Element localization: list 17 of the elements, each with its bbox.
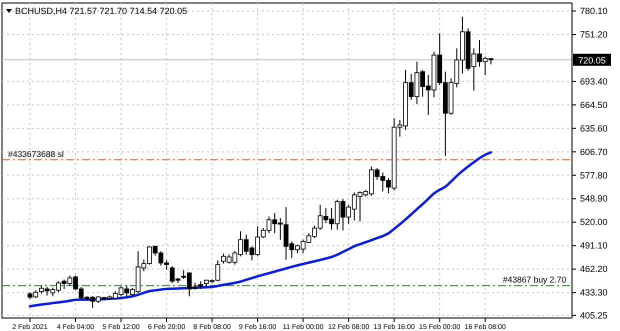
y-tick-label: 491.10: [580, 240, 608, 251]
chart-title: BCHUSD,H4 721.57 721.70 714.54 720.05: [15, 6, 188, 16]
ref-line-label: #433673688 sl: [8, 148, 64, 159]
y-tick-label: 693.40: [580, 76, 608, 86]
ref-line-label: #43867 buy 2.70: [502, 274, 566, 285]
y-tick-label: 433.30: [580, 288, 608, 298]
ref-line-label: 720.05: [578, 55, 606, 66]
y-tick-label: 548.90: [580, 194, 608, 204]
y-tick-label: 520.00: [580, 217, 608, 228]
y-tick-label: 635.60: [580, 123, 608, 134]
y-tick-label: 780.10: [580, 6, 608, 16]
y-tick-label: 462.20: [580, 264, 608, 274]
y-tick-label: 606.70: [580, 146, 608, 157]
y-tick-label: 405.25: [580, 310, 608, 320]
y-tick-label: 664.50: [580, 100, 608, 110]
y-tick-label: 577.80: [580, 170, 608, 180]
y-tick-label: 751.20: [580, 30, 608, 40]
